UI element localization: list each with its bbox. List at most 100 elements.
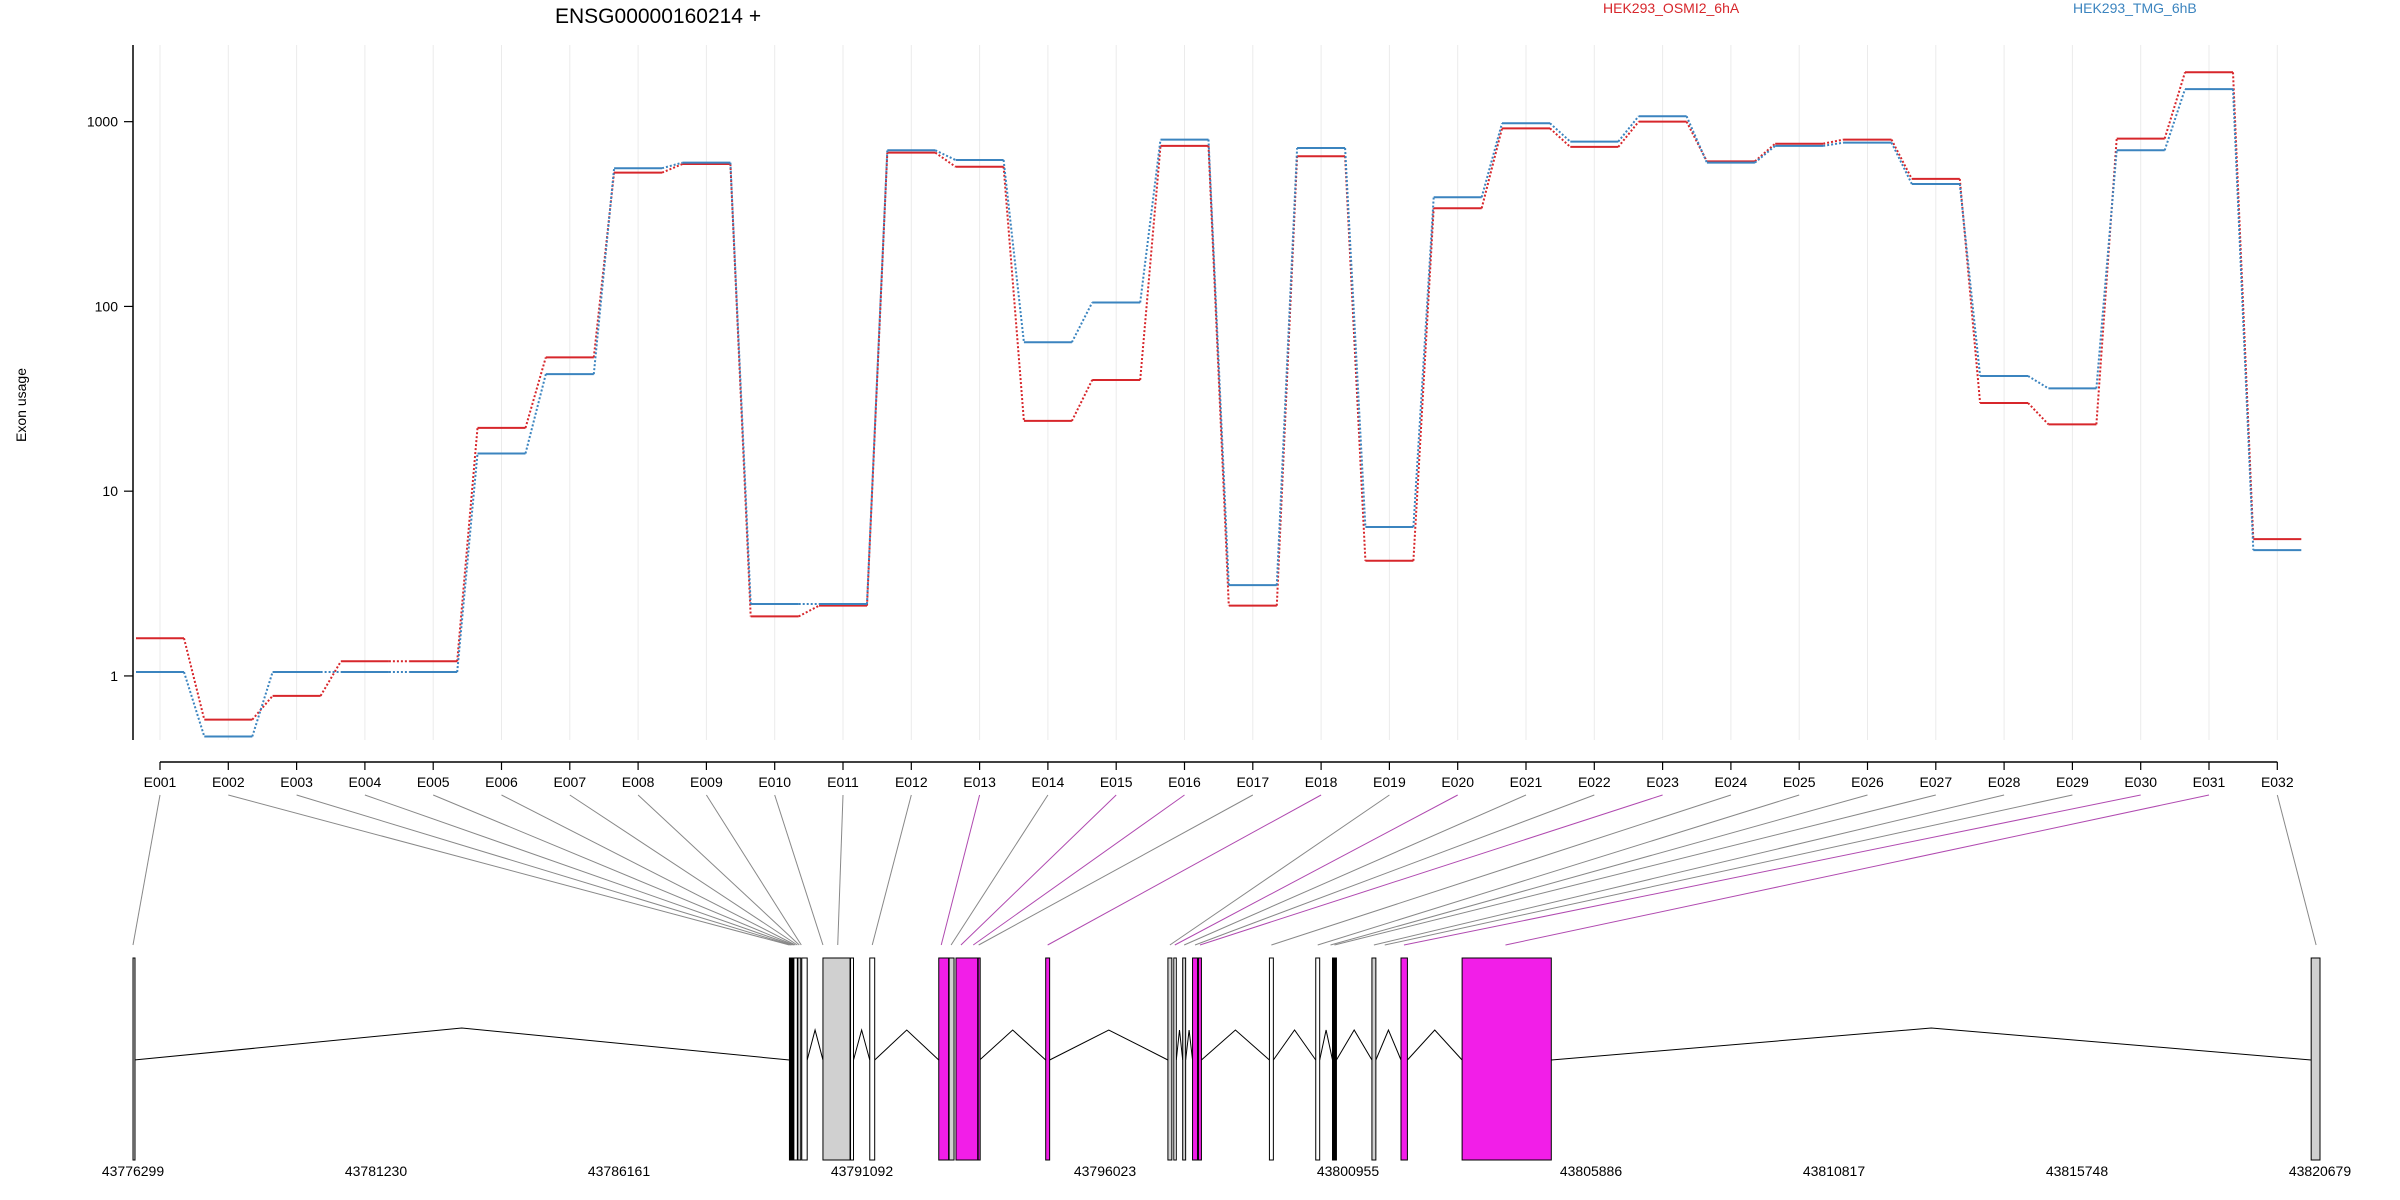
series-2-connector-15 <box>1139 139 1162 303</box>
y-tick-label-1000: 1000 <box>87 114 118 130</box>
exon-link-E005 <box>433 794 795 946</box>
exon-block-15 <box>1173 957 1177 1161</box>
exon-block-4 <box>797 957 802 1161</box>
series-1-connector-25 <box>1823 138 1844 145</box>
exon-block-22 <box>1371 957 1377 1161</box>
series-2-connector-22 <box>1617 115 1640 143</box>
intron-22 <box>1375 1028 1402 1061</box>
exon-link-E007 <box>569 794 798 946</box>
x-tick-label-E011: E011 <box>827 774 859 790</box>
intron-5 <box>806 1028 824 1061</box>
exon-link-E003 <box>296 794 792 946</box>
series-1-connector-14 <box>1071 379 1094 422</box>
intron-13 <box>1049 1029 1169 1061</box>
series-1-connector-24 <box>1754 142 1776 163</box>
intron-8 <box>874 1029 940 1061</box>
series-1-connector-30 <box>2163 72 2186 139</box>
series-1-connector-10 <box>798 604 820 618</box>
series-2-connector-8 <box>661 161 683 170</box>
exon-link-E010 <box>774 794 824 946</box>
x-tick-label-E029: E029 <box>2056 774 2089 790</box>
x-tick-label-E030: E030 <box>2124 774 2157 790</box>
exon-link-E024 <box>1271 794 1732 946</box>
exon-link-E026 <box>1330 794 1868 946</box>
legend-entry-osmi2: HEK293_OSMI2_6hA <box>1603 0 1740 16</box>
exon-block-7 <box>850 957 855 1161</box>
series-1-connector-22 <box>1617 121 1640 148</box>
intron-12 <box>979 1029 1047 1061</box>
series-2-connector-21 <box>1549 122 1571 143</box>
exon-block-6 <box>822 957 851 1161</box>
exon-link-E022 <box>1194 794 1595 946</box>
x-tick-label-E010: E010 <box>758 774 791 790</box>
gene-model-track: 43776299 43781230 43786161 43791092 43796023… <box>102 794 2352 1179</box>
series-2-connector-29 <box>2095 150 2118 389</box>
intron-16 <box>1185 1029 1194 1061</box>
x-tick-label-E012: E012 <box>895 774 928 790</box>
coord-tick-label-43820679: 43820679 <box>2289 1163 2352 1179</box>
exon-link-E001 <box>132 794 161 946</box>
series-1-connector-21 <box>1549 127 1571 148</box>
series-HEK293_TMG_6hB <box>136 88 2302 738</box>
series-1-connector-5 <box>456 427 479 662</box>
intron-20 <box>1319 1029 1333 1061</box>
x-tick-label-E007: E007 <box>553 774 586 790</box>
x-tick-label-E004: E004 <box>349 774 382 790</box>
series-2-connector-31 <box>2232 89 2255 551</box>
x-tick-label-E022: E022 <box>1578 774 1611 790</box>
exon-link-E027 <box>1334 794 1936 946</box>
series-2-connector-19 <box>1412 197 1435 528</box>
exon-link-E016 <box>972 794 1185 946</box>
series-1-connector-3 <box>319 660 342 697</box>
series-1-connector-15 <box>1139 145 1162 381</box>
exon-link-E021 <box>1183 794 1527 946</box>
y-axis-label: Exon usage <box>13 368 29 442</box>
series-2-connector-25 <box>1823 141 1844 147</box>
series-1-connector-28 <box>2027 402 2050 426</box>
series-1-connector-19 <box>1412 208 1435 561</box>
exon-block-9 <box>938 957 950 1161</box>
exon-link-E019 <box>1169 794 1390 946</box>
intron-18 <box>1201 1029 1270 1061</box>
series-2-connector-17 <box>1275 147 1299 586</box>
series-2-connector-14 <box>1071 302 1094 343</box>
intron-7 <box>853 1028 871 1061</box>
exon-link-E008 <box>637 794 800 946</box>
exon-link-E002 <box>228 794 790 946</box>
exon-link-E009 <box>705 794 802 946</box>
y-tick-label-10: 10 <box>102 483 118 499</box>
exon-block-5 <box>801 957 808 1161</box>
coord-tick-label-43805886: 43805886 <box>1560 1163 1623 1179</box>
exon-block-16 <box>1182 957 1187 1161</box>
x-tick-label-E001: E001 <box>144 774 177 790</box>
exon-link-E015 <box>960 794 1117 946</box>
exon-block-25 <box>2310 957 2321 1161</box>
x-tick-label-E018: E018 <box>1305 774 1338 790</box>
intron-21 <box>1336 1029 1373 1061</box>
x-tick-label-E013: E013 <box>963 774 996 790</box>
series-2-connector-27 <box>1958 183 1982 377</box>
coord-tick-label-43800955: 43800955 <box>1317 1163 1380 1179</box>
coord-tick-label-43781230: 43781230 <box>345 1163 408 1179</box>
exon-link-E014 <box>950 794 1049 946</box>
series-1-connector-18 <box>1344 156 1367 561</box>
series-2-connector-24 <box>1754 145 1776 164</box>
exon-block-2 <box>788 957 794 1161</box>
exon-link-E017 <box>978 794 1254 946</box>
exon-block-14 <box>1167 957 1173 1161</box>
series-2-connector-1 <box>183 671 206 737</box>
intron-24 <box>1551 1027 2312 1061</box>
exon-block-17 <box>1192 957 1198 1161</box>
coord-tick-label-43796023: 43796023 <box>1074 1163 1137 1179</box>
exon-link-E004 <box>364 794 793 946</box>
exon-link-E030 <box>1403 794 2141 946</box>
series-2-connector-20 <box>1480 123 1503 198</box>
exon-link-E029 <box>1384 794 2073 946</box>
x-tick-label-E002: E002 <box>212 774 245 790</box>
coord-tick-label-43810817: 43810817 <box>1803 1163 1866 1179</box>
y-tick-label-100: 100 <box>95 298 119 314</box>
exon-block-18 <box>1197 957 1202 1161</box>
series-2-connector-23 <box>1685 115 1708 164</box>
